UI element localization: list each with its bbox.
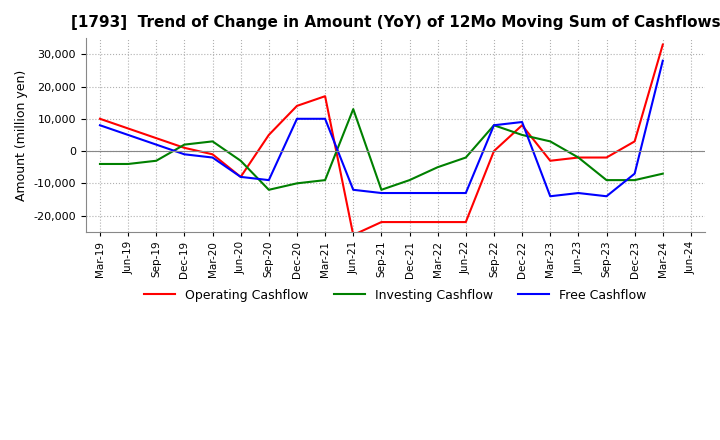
Operating Cashflow: [321, 94, 330, 99]
Free Cashflow: [349, 187, 358, 192]
Free Cashflow: [405, 191, 414, 196]
Line: Investing Cashflow: Investing Cashflow: [100, 109, 663, 190]
Free Cashflow: [292, 116, 301, 121]
Operating Cashflow: [236, 174, 245, 180]
Investing Cashflow: [236, 158, 245, 163]
Operating Cashflow: [349, 232, 358, 238]
Free Cashflow: [490, 123, 498, 128]
Investing Cashflow: [433, 165, 442, 170]
Investing Cashflow: [264, 187, 273, 192]
Operating Cashflow: [659, 42, 667, 47]
Operating Cashflow: [433, 220, 442, 225]
Free Cashflow: [321, 116, 330, 121]
Free Cashflow: [180, 152, 189, 157]
Investing Cashflow: [377, 187, 386, 192]
Investing Cashflow: [405, 177, 414, 183]
Operating Cashflow: [208, 152, 217, 157]
Free Cashflow: [96, 123, 104, 128]
Investing Cashflow: [321, 177, 330, 183]
Free Cashflow: [602, 194, 611, 199]
Operating Cashflow: [124, 126, 132, 131]
Free Cashflow: [630, 171, 639, 176]
Operating Cashflow: [180, 145, 189, 150]
Free Cashflow: [659, 58, 667, 63]
Y-axis label: Amount (million yen): Amount (million yen): [15, 70, 28, 201]
Title: [1793]  Trend of Change in Amount (YoY) of 12Mo Moving Sum of Cashflows: [1793] Trend of Change in Amount (YoY) o…: [71, 15, 720, 30]
Operating Cashflow: [405, 220, 414, 225]
Investing Cashflow: [124, 161, 132, 167]
Free Cashflow: [208, 155, 217, 160]
Investing Cashflow: [546, 139, 554, 144]
Operating Cashflow: [630, 139, 639, 144]
Free Cashflow: [462, 191, 470, 196]
Operating Cashflow: [96, 116, 104, 121]
Investing Cashflow: [208, 139, 217, 144]
Operating Cashflow: [462, 220, 470, 225]
Investing Cashflow: [152, 158, 161, 163]
Free Cashflow: [546, 194, 554, 199]
Operating Cashflow: [518, 123, 526, 128]
Operating Cashflow: [490, 148, 498, 154]
Legend: Operating Cashflow, Investing Cashflow, Free Cashflow: Operating Cashflow, Investing Cashflow, …: [139, 284, 652, 307]
Investing Cashflow: [630, 177, 639, 183]
Operating Cashflow: [152, 136, 161, 141]
Free Cashflow: [433, 191, 442, 196]
Free Cashflow: [124, 132, 132, 138]
Operating Cashflow: [292, 103, 301, 109]
Free Cashflow: [264, 177, 273, 183]
Free Cashflow: [377, 191, 386, 196]
Line: Operating Cashflow: Operating Cashflow: [100, 44, 663, 235]
Investing Cashflow: [602, 177, 611, 183]
Free Cashflow: [574, 191, 582, 196]
Investing Cashflow: [518, 132, 526, 138]
Investing Cashflow: [349, 106, 358, 112]
Operating Cashflow: [602, 155, 611, 160]
Investing Cashflow: [462, 155, 470, 160]
Operating Cashflow: [574, 155, 582, 160]
Operating Cashflow: [264, 132, 273, 138]
Investing Cashflow: [180, 142, 189, 147]
Investing Cashflow: [574, 155, 582, 160]
Investing Cashflow: [490, 123, 498, 128]
Line: Free Cashflow: Free Cashflow: [100, 61, 663, 196]
Free Cashflow: [518, 119, 526, 125]
Operating Cashflow: [377, 220, 386, 225]
Investing Cashflow: [96, 161, 104, 167]
Investing Cashflow: [292, 181, 301, 186]
Free Cashflow: [236, 174, 245, 180]
Investing Cashflow: [659, 171, 667, 176]
Free Cashflow: [152, 142, 161, 147]
Operating Cashflow: [546, 158, 554, 163]
